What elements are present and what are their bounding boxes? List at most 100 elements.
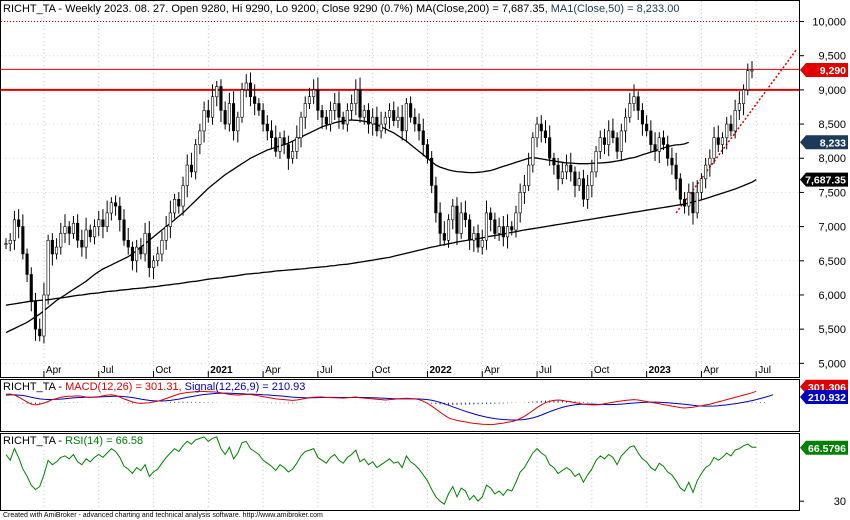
candle-body	[649, 130, 653, 145]
candle-body	[164, 226, 168, 241]
candle-body	[417, 123, 421, 132]
candle-body	[548, 137, 552, 159]
rsi-title-rsi: RSI(14) = 66.58	[65, 435, 143, 447]
candle-body	[476, 233, 480, 248]
candle-body	[139, 246, 143, 255]
candle-body	[59, 233, 63, 248]
candle-body	[160, 240, 164, 255]
footer-credit: Created with AmiBroker - advanced charti…	[3, 512, 323, 519]
candle-body	[489, 212, 493, 220]
candle-body	[531, 137, 535, 166]
candle-body	[590, 171, 594, 186]
candle-body	[54, 246, 59, 255]
candle-body	[8, 240, 12, 245]
candle-body	[687, 192, 691, 207]
candle-body	[640, 110, 645, 125]
candle-body	[295, 137, 299, 152]
price-y-tick-label: 5,000	[818, 358, 846, 370]
candle-body	[248, 82, 252, 97]
candle-body	[206, 110, 210, 118]
candle-body	[269, 130, 274, 138]
candle-body	[80, 240, 84, 248]
candle-body	[71, 222, 75, 234]
x-tick-label: 2022	[429, 365, 452, 376]
candle-body	[274, 137, 278, 152]
candle-body	[615, 137, 619, 152]
candle-body	[451, 205, 455, 221]
price-y-tick-label: 9,500	[818, 51, 846, 63]
candle-body	[25, 253, 29, 275]
price-title: RICHT_TA - Weekly 2023. 08. 27. Open 928…	[3, 3, 679, 15]
candle-body	[501, 226, 505, 238]
candle-body	[741, 89, 746, 104]
ma50-badge: 8,233	[800, 135, 848, 150]
candle-body	[244, 82, 248, 91]
x-tick-label: Apr	[265, 365, 281, 376]
candle-body	[670, 157, 674, 166]
candle-body	[349, 103, 354, 111]
macd-panel-frame	[0, 379, 800, 432]
candle-body	[17, 219, 21, 227]
rsi-panel-frame	[0, 433, 800, 511]
candle-body	[581, 178, 586, 200]
candle-body	[737, 103, 741, 111]
candle-body	[704, 164, 708, 180]
ma50-badge-text: 8,233	[820, 137, 846, 149]
candle-body	[46, 240, 50, 296]
candle-body	[539, 123, 543, 132]
candle-body	[522, 185, 526, 193]
x-tick-label: Apr	[703, 365, 719, 376]
candle-body	[147, 233, 151, 268]
candle-body	[211, 96, 215, 118]
x-tick-label: Jul	[539, 365, 552, 376]
candle-body	[712, 137, 716, 159]
candle-body	[215, 86, 219, 98]
candle-body	[400, 116, 404, 132]
candle-body	[678, 178, 682, 200]
candle-body	[379, 123, 383, 132]
price-title-main: RICHT_TA - Weekly 2023. 08. 27. Open 928…	[3, 3, 548, 15]
macd-title: RICHT_TA - MACD(12,26) = 301.31, Signal(1…	[3, 381, 305, 393]
candle-body	[181, 185, 185, 207]
candle-body	[514, 212, 518, 231]
candle-body	[527, 164, 531, 186]
ma200-badge: 7,687.35	[800, 172, 848, 187]
candle-body	[152, 260, 156, 268]
candle-body	[38, 328, 42, 337]
candle-body	[105, 212, 109, 227]
candle-body	[358, 89, 362, 118]
candle-body	[725, 123, 729, 139]
candle-body	[278, 137, 282, 152]
candle-body	[366, 110, 371, 125]
candle-body	[430, 157, 434, 186]
candle-body	[463, 212, 467, 220]
candle-body	[387, 110, 392, 118]
candle-body	[468, 219, 472, 241]
signal-badge-text: 210.932	[808, 392, 846, 404]
candle-body	[484, 212, 489, 241]
candle-body	[586, 185, 590, 200]
candle-body	[97, 219, 101, 227]
candle-body	[143, 233, 147, 255]
candle-body	[177, 199, 181, 207]
candle-body	[101, 219, 105, 227]
candle-body	[611, 130, 615, 138]
candle-body	[173, 199, 177, 214]
candle-body	[682, 199, 687, 207]
candle-body	[257, 103, 261, 111]
candle-body	[472, 233, 476, 241]
candle-body	[67, 226, 71, 234]
rsi-y-tick-label: 30	[834, 496, 846, 508]
candle-body	[168, 212, 172, 227]
candle-body	[126, 240, 130, 248]
candle-body	[333, 103, 337, 111]
signal-badge: 210.932	[800, 390, 848, 404]
candle-body	[312, 89, 316, 98]
signal-line	[5, 392, 774, 421]
candle-body	[666, 144, 670, 159]
candle-body	[286, 144, 290, 159]
candle-body	[729, 123, 733, 132]
candle-body	[4, 243, 8, 245]
